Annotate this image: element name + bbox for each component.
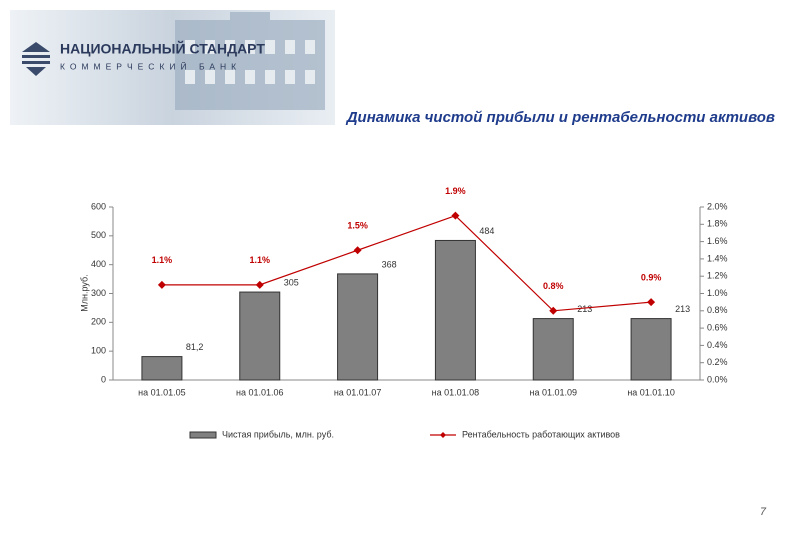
line-label: 0.8%: [543, 281, 564, 291]
y2-tick-label: 0.6%: [707, 322, 728, 332]
y2-tick-label: 0.2%: [707, 357, 728, 367]
line-label: 1.1%: [249, 255, 270, 265]
bar: [532, 318, 574, 381]
line-marker: [353, 246, 362, 255]
y-tick-label: 400: [91, 259, 106, 269]
legend-swatch: [189, 431, 217, 439]
legend-swatch: [440, 432, 446, 438]
windows: [185, 40, 315, 84]
bar: [434, 239, 476, 381]
line-marker: [255, 280, 264, 289]
bar: [239, 291, 281, 381]
line-label: 1.9%: [445, 186, 466, 196]
line-marker: [157, 280, 166, 289]
y-tick-label: 0: [101, 374, 106, 384]
building: [175, 12, 325, 110]
y-tick-label: 100: [91, 346, 106, 356]
y2-tick-label: 1.2%: [707, 271, 728, 281]
y2-tick-label: 0.4%: [707, 340, 728, 350]
x-tick-label: на 01.01.07: [334, 387, 382, 397]
logo-icon: [22, 42, 50, 76]
bar-label: 213: [675, 304, 690, 314]
line-marker: [549, 306, 558, 315]
line-marker: [451, 211, 460, 220]
line-marker: [647, 298, 656, 307]
bar-label: 213: [577, 304, 592, 314]
line-label: 1.5%: [347, 221, 368, 231]
bar-label: 305: [284, 277, 299, 287]
y-axis-title: Млн.руб.: [79, 274, 89, 311]
legend-label: Чистая прибыль, млн. руб.: [222, 429, 334, 439]
x-tick-label: на 01.01.09: [529, 387, 577, 397]
x-tick-label: на 01.01.05: [138, 387, 186, 397]
y2-tick-label: 1.4%: [707, 253, 728, 263]
line-label: 0.9%: [641, 273, 662, 283]
y-tick-label: 200: [91, 317, 106, 327]
line: [161, 214, 652, 312]
y2-tick-label: 0.8%: [707, 305, 728, 315]
logo-sub: КОММЕРЧЕСКИЙ БАНК: [60, 60, 241, 71]
y2-tick-label: 1.0%: [707, 288, 728, 298]
y2-tick-label: 2.0%: [707, 201, 728, 211]
legend-label: Рентабельность работающих активов: [462, 429, 620, 439]
bar: [337, 273, 379, 381]
slide-title: Динамика чистой прибыли и рентабельности…: [345, 109, 775, 126]
y-tick-label: 600: [91, 201, 106, 211]
page-number: 7: [760, 506, 767, 518]
y-tick-label: 300: [91, 288, 106, 298]
x-tick-label: на 01.01.06: [236, 387, 284, 397]
line-label: 1.1%: [152, 255, 173, 265]
x-tick-label: на 01.01.10: [627, 387, 675, 397]
y2-tick-label: 1.8%: [707, 219, 728, 229]
y2-tick-label: 1.6%: [707, 236, 728, 246]
y-tick-label: 500: [91, 230, 106, 240]
bar-label: 81,2: [186, 342, 204, 352]
bar-label: 368: [382, 259, 397, 269]
y2-tick-label: 0.0%: [707, 374, 728, 384]
bar: [141, 356, 183, 381]
x-tick-label: на 01.01.08: [432, 387, 480, 397]
logo-name: НАЦИОНАЛЬНЫЙ СТАНДАРТ: [60, 40, 265, 57]
bar-label: 484: [479, 226, 494, 236]
bar: [630, 318, 672, 381]
